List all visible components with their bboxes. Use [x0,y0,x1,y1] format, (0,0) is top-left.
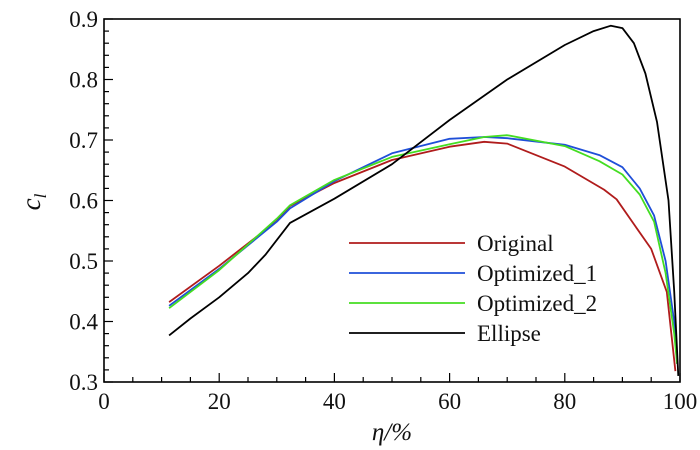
series-line-optimized_1 [168,136,678,364]
y-tick-label: 0.6 [69,189,98,214]
y-tick-label: 0.4 [69,310,98,335]
legend-label: Original [477,231,554,256]
y-tick-label: 0.9 [69,7,98,32]
axis-ticks [103,18,681,383]
legend: Original Optimized_1 Optimized_2 Ellipse [349,231,597,346]
y-tick-label: 0.8 [69,68,98,93]
x-tick-label: 0 [98,389,110,414]
series-line-original [168,140,677,372]
y-tick-label: 0.3 [69,370,98,395]
x-tick-label: 20 [208,389,231,414]
x-tick-label: 40 [323,389,346,414]
series-line-optimized_2 [168,134,678,364]
x-axis-label: η/% [372,419,412,446]
x-tick-label: 100 [663,389,698,414]
x-tick-label: 60 [438,389,461,414]
y-axis-label: cl [16,193,50,210]
series-lines [168,24,680,376]
legend-label: Ellipse [477,321,541,346]
legend-label: Optimized_1 [477,261,597,286]
y-tick-label: 0.5 [69,249,98,274]
legend-label: Optimized_2 [477,291,597,316]
x-tick-labels: 0 20 40 60 80 100 [98,389,697,414]
x-tick-label: 80 [553,389,576,414]
plot-frame [103,18,681,383]
y-tick-labels: 0.3 0.4 0.5 0.6 0.7 0.8 0.9 [69,7,98,395]
series-line-ellipse [168,24,680,376]
y-tick-label: 0.7 [69,128,98,153]
